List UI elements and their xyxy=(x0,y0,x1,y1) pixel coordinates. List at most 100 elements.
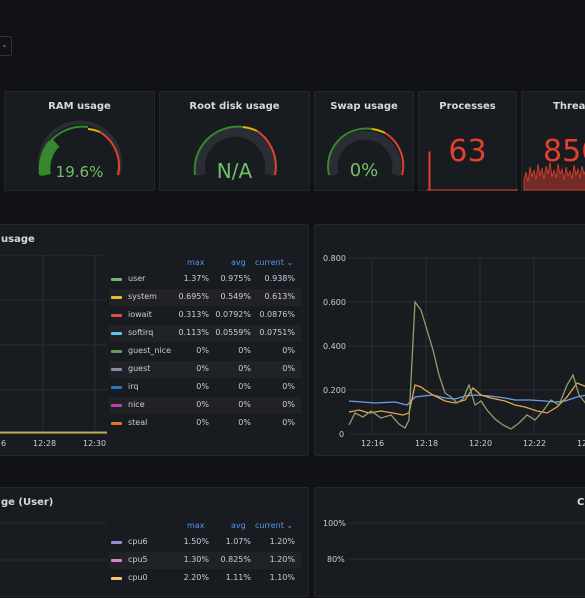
series-max: 0.113% xyxy=(178,328,209,337)
chevron-down-icon: ⌄ xyxy=(1,40,8,49)
cpu-usage-right-panel[interactable]: C 100% 80% xyxy=(314,487,585,597)
legend-header-max[interactable]: max xyxy=(187,258,205,267)
series-color-swatch xyxy=(111,404,122,407)
processes-sparkline xyxy=(427,151,518,191)
x-tick: 12:20 xyxy=(469,439,493,448)
series-name: softirq xyxy=(128,328,154,337)
threads-sparkline xyxy=(523,161,585,191)
series-color-swatch xyxy=(111,350,122,353)
cpu-usage-panel[interactable]: usage 6 12:28 12:30 max avg current ⌄ us… xyxy=(0,224,309,456)
series-avg: 0% xyxy=(238,346,251,355)
y-tick: 0.600 xyxy=(323,298,346,307)
threads-panel[interactable]: Threads 856 xyxy=(521,91,585,191)
series-avg: 0% xyxy=(238,364,251,373)
series-current: 1.20% xyxy=(269,537,295,546)
series-avg: 0.975% xyxy=(220,274,251,283)
time-range-dropdown[interactable]: ⌄ xyxy=(0,36,12,56)
series-max: 0.313% xyxy=(178,310,209,319)
ram-usage-panel[interactable]: RAM usage 19.6% xyxy=(4,91,155,191)
legend-row[interactable]: iowait 0.313% 0.0792% 0.0876% xyxy=(109,307,301,324)
series-color-swatch xyxy=(111,332,122,335)
series-name: steal xyxy=(128,418,148,427)
swap-gauge xyxy=(327,127,405,177)
legend-header-max[interactable]: max xyxy=(187,521,205,530)
series-current: 0.938% xyxy=(264,274,295,283)
system-load-graph xyxy=(348,257,585,435)
legend-row[interactable]: nice 0% 0% 0% xyxy=(109,397,301,414)
panel-title: Swap usage xyxy=(330,101,398,112)
cpu-usage-user-panel[interactable]: ge (User) max avg current ⌄ cpu6 1.50% 1.0… xyxy=(0,487,309,597)
series-name: system xyxy=(128,292,157,301)
y-tick: 0.800 xyxy=(323,254,346,263)
system-load-panel[interactable]: 0.800 0.600 0.400 0.200 0 12:16 12:18 12… xyxy=(314,224,585,456)
series-color-swatch xyxy=(111,577,122,580)
series-avg: 0.0559% xyxy=(215,328,251,337)
series-current: 0% xyxy=(282,400,295,409)
series-color-swatch xyxy=(111,541,122,544)
legend-row[interactable]: system 0.695% 0.549% 0.613% xyxy=(109,289,301,306)
legend-header-avg[interactable]: avg xyxy=(231,521,246,530)
load-series-1m xyxy=(348,300,585,430)
x-tick: 12:30 xyxy=(83,439,107,448)
series-color-swatch xyxy=(111,386,122,389)
processes-panel[interactable]: Processes 63 xyxy=(418,91,518,191)
legend-row[interactable]: guest_nice 0% 0% 0% xyxy=(109,343,301,360)
panel-title: ge (User) xyxy=(1,497,54,508)
series-avg: 1.11% xyxy=(225,573,251,582)
legend-row[interactable]: cpu6 1.50% 1.07% 1.20% xyxy=(109,534,301,551)
series-current: 1.20% xyxy=(269,555,295,564)
legend-row[interactable]: cpu5 1.30% 0.825% 1.20% xyxy=(109,552,301,569)
ram-value: 19.6% xyxy=(55,163,104,181)
root-disk-usage-panel[interactable]: Root disk usage N/A xyxy=(159,91,310,191)
series-color-swatch xyxy=(111,296,122,299)
series-avg: 1.07% xyxy=(225,537,251,546)
legend-row[interactable]: softirq 0.113% 0.0559% 0.0751% xyxy=(109,325,301,342)
series-max: 0% xyxy=(196,364,209,373)
series-max: 2.20% xyxy=(183,573,209,582)
series-color-swatch xyxy=(111,314,122,317)
series-avg: 0.0792% xyxy=(215,310,251,319)
x-tick: 12:18 xyxy=(415,439,439,448)
ram-gauge xyxy=(38,120,122,176)
series-avg: 0% xyxy=(238,418,251,427)
x-tick: 12:28 xyxy=(33,439,57,448)
series-color-swatch xyxy=(111,368,122,371)
swap-usage-panel[interactable]: Swap usage 0% xyxy=(314,91,414,191)
panel-title: Threads xyxy=(553,101,585,112)
x-tick: 12:22 xyxy=(523,439,547,448)
panel-title: Processes xyxy=(439,101,496,112)
legend-row[interactable]: irq 0% 0% 0% xyxy=(109,379,301,396)
series-name: guest xyxy=(128,364,151,373)
series-max: 0% xyxy=(196,382,209,391)
load-series-5m xyxy=(348,382,585,416)
series-max: 1.30% xyxy=(183,555,209,564)
panel-title: C xyxy=(577,497,585,508)
x-tick: 6 xyxy=(1,439,7,448)
legend-row[interactable]: user 1.37% 0.975% 0.938% xyxy=(109,271,301,288)
y-tick: 100% xyxy=(323,519,346,528)
legend-row[interactable]: steal 0% 0% 0% xyxy=(109,415,301,432)
legend-header-avg[interactable]: avg xyxy=(231,258,246,267)
cpu-user-graph xyxy=(0,522,107,561)
processes-value: 63 xyxy=(448,134,487,169)
series-current: 0.0751% xyxy=(259,328,295,337)
series-name: user xyxy=(128,274,146,283)
legend-header-current[interactable]: current ⌄ xyxy=(255,521,294,530)
y-tick: 0 xyxy=(339,430,345,439)
series-current: 0% xyxy=(282,346,295,355)
series-current: 0.613% xyxy=(264,292,295,301)
series-avg: 0% xyxy=(238,400,251,409)
legend-row[interactable]: guest 0% 0% 0% xyxy=(109,361,301,378)
x-tick: 12:16 xyxy=(361,439,385,448)
legend-header-current[interactable]: current ⌄ xyxy=(255,258,294,267)
series-color-swatch xyxy=(111,422,122,425)
load-series-15m xyxy=(348,394,585,406)
series-name: nice xyxy=(128,400,145,409)
series-max: 0% xyxy=(196,418,209,427)
series-current: 0% xyxy=(282,364,295,373)
legend-row[interactable]: cpu0 2.20% 1.11% 1.10% xyxy=(109,570,301,587)
series-name: iowait xyxy=(128,310,152,319)
series-color-swatch xyxy=(111,559,122,562)
series-current: 0% xyxy=(282,418,295,427)
y-tick: 80% xyxy=(327,555,345,564)
